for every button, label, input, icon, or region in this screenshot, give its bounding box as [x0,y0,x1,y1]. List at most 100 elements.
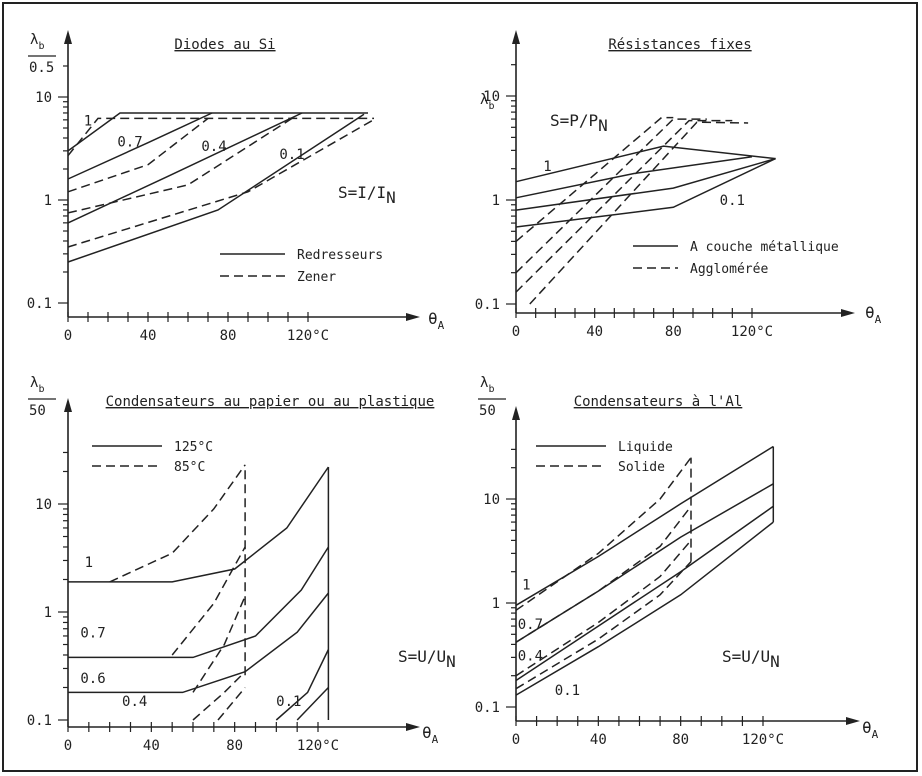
curve-label: 0.1 [720,193,745,209]
series-line-solid [68,592,329,694]
x-tick-label: 80 [220,328,237,344]
y-tick-label: 10 [483,89,500,105]
series-line-solid [68,466,330,583]
legend-label: Liquide [618,440,673,455]
curve-label: 0.6 [80,671,105,687]
series-line-solid [296,686,329,721]
series-line-dashed [515,561,692,690]
y-axis-label-denominator: 50 [29,403,46,419]
series-line-dashed [109,464,246,583]
series-line-dashed [217,687,246,721]
series-line-solid [275,649,330,721]
curve-label: 0.1 [279,147,304,163]
chart-title: Condensateurs à l'Al [574,394,743,410]
series-line-dashed [171,546,246,656]
x-tick-label: 0 [64,328,72,344]
series-line-dashed [529,121,749,305]
y-tick-label: 0.1 [27,713,52,729]
legend-label: Redresseurs [297,248,383,263]
chart-title: Résistances fixes [608,37,751,53]
y-axis-label-denominator: 0.5 [29,60,54,76]
series-line-solid [515,157,776,228]
curve-label: 0.7 [80,626,105,642]
legend-label: 85°C [174,460,205,475]
curve-label: 0.4 [201,139,226,155]
legend-label: Zener [297,270,336,285]
x-tick-label: 0 [64,738,72,754]
chart-title: Diodes au Si [174,37,275,53]
series-line-solid [515,521,774,696]
legend-label: A couche métallique [690,240,839,255]
series-line-dashed [67,117,293,214]
annotation: S=U/UN [722,647,780,671]
x-tick-label: 40 [143,738,160,754]
y-axis-label: λb [480,92,494,112]
x-axis-arrow [841,309,855,317]
series-line-dashed [192,595,246,693]
x-tick-label: 0 [512,324,520,340]
y-axis-arrow [64,30,72,44]
chart-diodes: 0 40 80 120°C 10 1 0.1 λb 0.5 θA Diodes au Si S=I/I… [27,30,445,344]
series-line-dashed [515,539,692,677]
x-tick-label: 120°C [742,732,784,748]
curve-label: 0.1 [276,694,301,710]
y-tick-label: 10 [35,90,52,106]
annotation: S=P/PN [550,111,608,135]
x-tick-label: 120°C [731,324,773,340]
y-tick-label: 0.1 [27,296,52,312]
x-tick-label: 40 [140,328,157,344]
x-axis-label: θA [428,309,445,332]
x-axis-arrow [846,717,860,725]
curve-label: 1 [543,159,551,175]
y-axis-arrow [64,398,72,412]
series-line-dashed [192,671,246,721]
x-tick-label: 40 [586,324,603,340]
curve-label: 0.4 [518,648,543,664]
series-line-solid [515,505,774,682]
y-tick-label: 0.1 [475,297,500,313]
curve-label: 0.7 [518,617,543,633]
series-line-dashed [515,505,692,643]
series-line-dashed [515,118,707,274]
legend-label: 125°C [174,440,213,455]
y-axis-label: λb [30,375,44,395]
y-tick-label: 0.1 [475,700,500,716]
y-tick-label: 1 [44,605,52,621]
series-line-dashed [515,119,733,293]
legend-label: Agglomérée [690,262,768,277]
curve-label: 0.1 [555,683,580,699]
curve-label: 1 [522,577,530,593]
y-tick-label: 1 [492,193,500,209]
x-tick-label: 120°C [287,328,329,344]
x-tick-label: 120°C [297,738,339,754]
series-line-solid [68,546,330,659]
x-tick-label: 40 [590,732,607,748]
series-line-dashed [67,117,209,193]
series-line-solid [515,156,753,199]
y-axis-arrow [512,406,520,420]
series-line-solid [67,112,213,180]
y-axis-label-denominator: 50 [479,403,496,419]
legend-label: Solide [618,460,665,475]
x-tick-label: 0 [512,732,520,748]
annotation: S=I/IN [338,183,396,207]
curve-label: 1 [85,555,93,571]
x-tick-label: 80 [226,738,243,754]
chart-condensateurs-papier: 0 40 80 120°C 10 1 0.1 λb 50 θA Condensateurs au p… [27,375,456,754]
series-line-solid [67,112,368,152]
series-line-solid [515,157,776,211]
x-axis-arrow [406,313,420,321]
series-line-dashed [515,457,692,611]
x-axis-label: θA [865,303,882,326]
curve-label: 1 [84,113,92,129]
chart-title: Condensateurs au papier ou au plastique [106,394,435,410]
series-line-dashed [515,116,674,242]
curve-label: 0.4 [122,694,147,710]
series-line-solid [515,445,774,606]
y-axis-arrow [512,30,520,44]
chart-condensateurs-al: 0 40 80 120°C 10 1 0.1 λb 50 θA Condensateurs à l'… [475,375,879,748]
x-tick-label: 80 [665,324,682,340]
y-tick-label: 1 [44,193,52,209]
y-tick-label: 1 [492,596,500,612]
